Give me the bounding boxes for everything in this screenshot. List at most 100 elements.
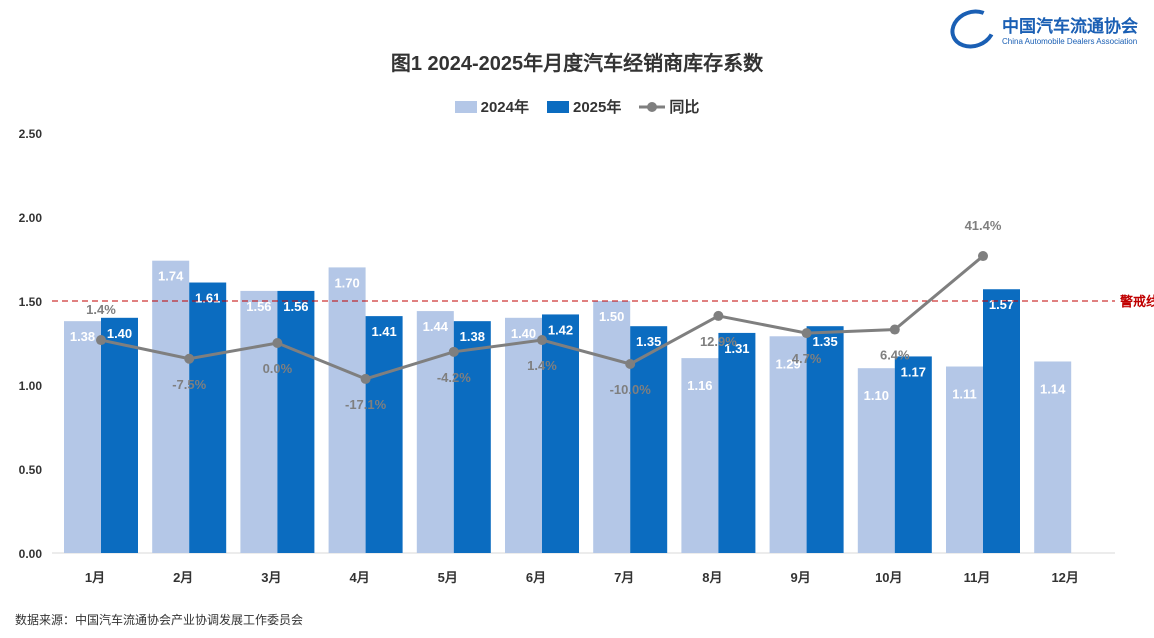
bar-label: 1.29	[775, 356, 800, 371]
x-tick-label: 1月	[85, 570, 105, 585]
yoy-point	[889, 324, 900, 335]
yoy-label: 41.4%	[965, 218, 1002, 233]
warning-line-label: 警戒线	[1120, 294, 1154, 309]
x-tick-label: 5月	[438, 570, 458, 585]
bar-label: 1.40	[511, 326, 536, 341]
logo-en: China Automobile Dealers Association	[1002, 37, 1138, 46]
bar-2024年	[328, 267, 366, 553]
y-tick-label: 2.50	[19, 127, 43, 141]
legend-swatch	[454, 100, 477, 113]
bar-2025年	[277, 290, 315, 553]
bar-2024年	[681, 358, 719, 553]
bar-label: 1.56	[246, 299, 271, 314]
bar-2025年	[894, 356, 932, 553]
yoy-point	[537, 335, 547, 346]
bar-2024年	[593, 301, 631, 553]
yoy-point	[184, 353, 195, 364]
bar-label: 1.17	[901, 364, 926, 379]
y-tick-label: 0.50	[19, 463, 43, 477]
x-tick-label: 7月	[614, 570, 634, 585]
x-tick-label: 12月	[1051, 570, 1078, 585]
bar-label: 1.16	[687, 378, 712, 393]
legend-label: 同比	[669, 99, 700, 116]
x-tick-label: 9月	[790, 570, 810, 585]
bar-label: 1.50	[599, 309, 624, 324]
legend-item-2025: 2025年	[546, 96, 622, 117]
legend-item-yoy: 同比	[639, 96, 699, 117]
bar-2024年	[505, 317, 542, 553]
source-note: 数据来源：中国汽车流通协会产业协调发展工作委员会	[15, 613, 304, 627]
bar-2025年	[189, 282, 227, 553]
bar-label: 1.35	[812, 334, 837, 349]
bar-2024年	[1034, 361, 1072, 553]
bar-label: 1.44	[423, 319, 449, 334]
bar-2025年	[630, 326, 668, 553]
yoy-point	[360, 373, 371, 384]
bar-2024年	[769, 336, 807, 553]
yoy-point	[272, 338, 283, 348]
bar-label: 1.38	[460, 329, 485, 344]
yoy-point	[713, 310, 724, 321]
bar-label: 1.57	[989, 297, 1014, 312]
yoy-label: 1.4%	[86, 302, 116, 317]
yoy-label: -7.5%	[172, 377, 206, 392]
bar-2024年	[857, 368, 895, 553]
bar-2025年	[542, 314, 579, 553]
bar-label: 1.10	[864, 388, 889, 403]
x-tick-label: 2月	[173, 570, 193, 585]
yoy-point	[625, 359, 636, 369]
yoy-point	[96, 335, 106, 346]
bar-label: 1.70	[334, 275, 359, 290]
bar-2024年	[64, 321, 101, 553]
logo: 中国汽车流通协会 China Automobile Dealers Associ…	[944, 3, 1138, 55]
y-tick-label: 0.00	[19, 547, 43, 561]
x-tick-label: 3月	[261, 570, 281, 585]
yoy-label: -10.0%	[610, 382, 652, 397]
x-tick-label: 8月	[702, 570, 722, 585]
bar-label: 1.41	[371, 324, 396, 339]
legend-label: 2025年	[572, 99, 622, 116]
legend: 2024年 2025年 同比	[0, 96, 1154, 117]
bar-2024年	[240, 290, 278, 553]
chart-title: 图1 2024-2025年月度汽车经销商库存系数	[390, 53, 764, 75]
yoy-point	[978, 251, 988, 262]
bar-2024年	[416, 311, 454, 553]
y-tick-label: 2.00	[19, 211, 43, 225]
bar-label: 1.38	[70, 329, 95, 344]
bar-label: 1.35	[636, 334, 661, 349]
bar-2025年	[806, 326, 844, 553]
bar-label: 1.11	[952, 387, 977, 402]
yoy-label: 6.4%	[880, 348, 910, 363]
legend-label: 2024年	[480, 99, 529, 116]
x-tick-label: 4月	[349, 570, 369, 585]
yoy-label: 0.0%	[263, 361, 293, 376]
x-tick-label: 10月	[875, 570, 902, 585]
x-tick-label: 6月	[526, 570, 546, 585]
yoy-point	[801, 328, 812, 339]
logo-cn: 中国汽车流通协会	[1002, 17, 1138, 36]
yoy-label: 4.7%	[792, 351, 822, 366]
y-tick-label: 1.50	[19, 295, 43, 309]
yoy-label: 1.4%	[527, 358, 557, 373]
bar-2024年	[152, 260, 190, 553]
legend-item-2024: 2024年	[454, 96, 529, 117]
bar-2025年	[365, 316, 403, 553]
yoy-point	[448, 346, 459, 357]
bar-2025年	[718, 332, 756, 553]
yoy-label: -17.1%	[345, 397, 387, 412]
bar-label: 1.56	[283, 299, 308, 314]
bar-label: 1.31	[724, 341, 749, 356]
bar-2025年	[983, 289, 1020, 553]
bar-label: 1.42	[548, 322, 573, 337]
bar-label: 1.14	[1040, 381, 1066, 396]
bar-2025年	[101, 317, 138, 553]
bar-label: 1.40	[107, 326, 132, 341]
bar-2024年	[946, 366, 983, 553]
bar-label: 1.74	[158, 269, 184, 284]
legend-line-swatch	[639, 101, 666, 112]
yoy-label: -4.2%	[437, 370, 471, 385]
x-tick-label: 11月	[964, 570, 991, 585]
bar-label: 1.61	[195, 291, 220, 306]
